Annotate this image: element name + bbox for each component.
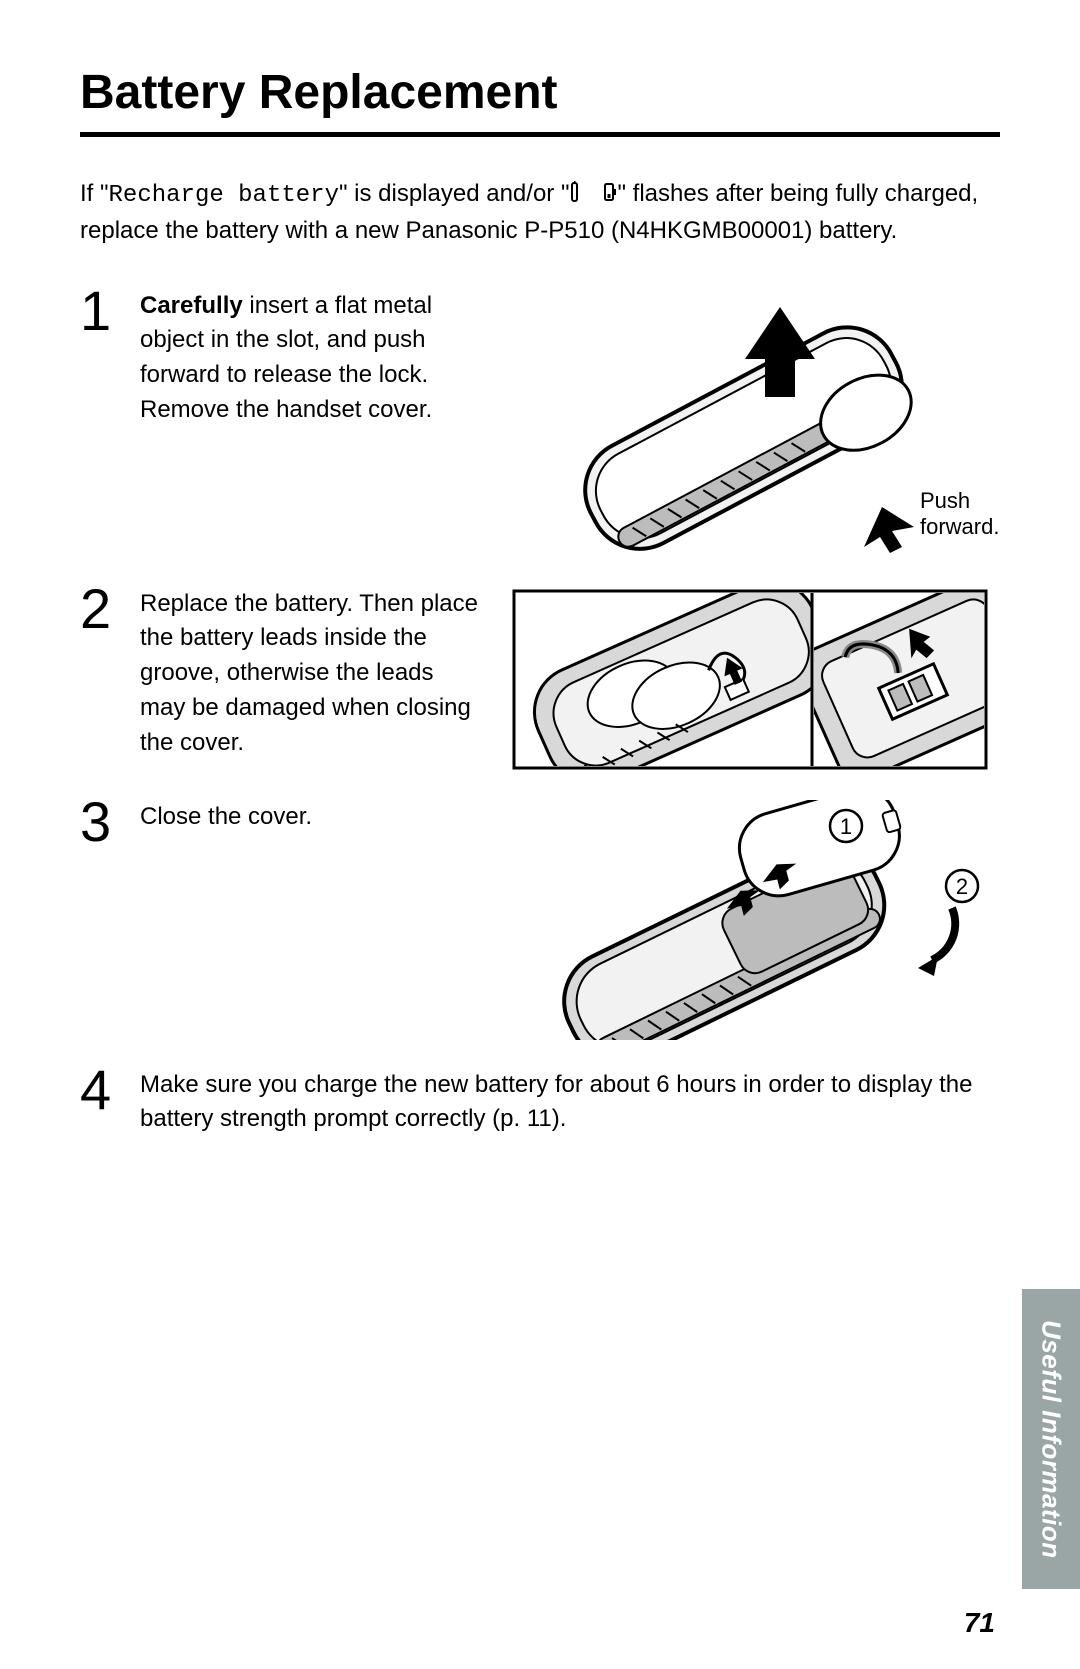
step-2: 2 Replace the battery. Then place the ba… xyxy=(80,587,1000,772)
step-4-text: Make sure you charge the new battery for… xyxy=(140,1068,1000,1138)
step-4: 4 Make sure you charge the new battery f… xyxy=(80,1068,1000,1138)
step-1-bold: Carefully xyxy=(140,292,243,319)
step-1: 1 Carefully insert a flat metal object i… xyxy=(80,289,1000,559)
step-3-label-2: 2 xyxy=(956,874,968,899)
step-2-number: 2 xyxy=(80,581,140,637)
intro-mono: Recharge battery xyxy=(109,182,339,209)
step-2-text: Replace the battery. Then place the batt… xyxy=(140,587,500,761)
step-3-figure: 1 2 xyxy=(500,800,1000,1040)
title-rule xyxy=(80,132,1000,137)
steps-list: 1 Carefully insert a flat metal object i… xyxy=(80,289,1000,1138)
step-1-figure: Push forward. xyxy=(500,289,1000,559)
page-number: 71 xyxy=(964,1607,995,1639)
step-4-number: 4 xyxy=(80,1062,140,1118)
step-2-figure xyxy=(500,587,1000,772)
intro-prefix: If " xyxy=(80,180,109,207)
step-3-text: Close the cover. xyxy=(140,800,500,835)
intro-mid1: " is displayed and/or " xyxy=(339,180,570,207)
step-3-number: 3 xyxy=(80,794,140,850)
page-title: Battery Replacement xyxy=(80,65,1000,120)
step-1-caption: Push forward. xyxy=(920,488,1010,541)
step-1-text: Carefully insert a flat metal object in … xyxy=(140,289,500,428)
intro-paragraph: If "Recharge battery" is displayed and/o… xyxy=(80,177,1000,249)
step-3-label-1: 1 xyxy=(840,814,852,839)
step-1-number: 1 xyxy=(80,283,140,339)
battery-icon xyxy=(569,179,617,214)
step-3: 3 Close the cover. xyxy=(80,800,1000,1040)
section-tab: Useful Information xyxy=(1022,1289,1080,1589)
